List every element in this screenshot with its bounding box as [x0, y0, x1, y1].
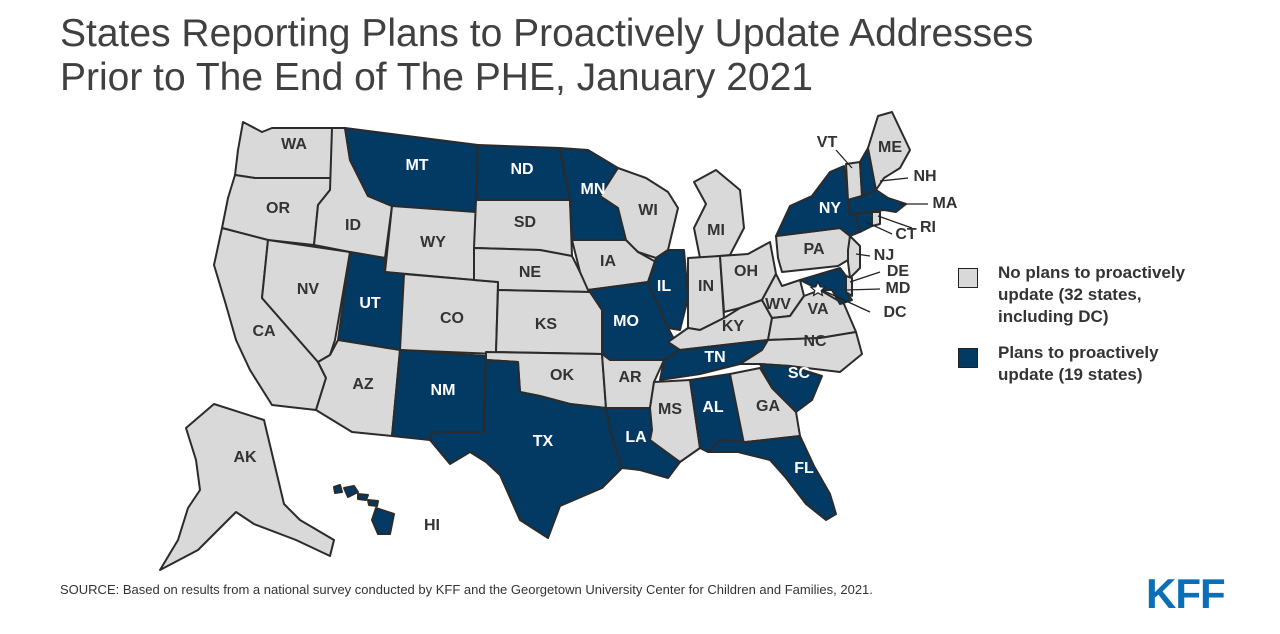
legend-swatch-plans: [958, 348, 978, 368]
dc-star-marker: [809, 280, 827, 297]
label-la: LA: [625, 429, 647, 446]
label-tn: TN: [704, 349, 725, 366]
state-ri: [871, 211, 881, 227]
legend-label-no-plans: No plans to proactively update (32 state…: [998, 263, 1186, 326]
source-note: SOURCE: Based on results from a national…: [60, 582, 873, 597]
label-hi: HI: [424, 517, 440, 534]
label-ma: MA: [933, 195, 958, 212]
label-ct: CT: [895, 226, 917, 243]
label-dc: DC: [883, 304, 907, 321]
label-mo: MO: [613, 313, 639, 330]
label-il: IL: [657, 278, 671, 295]
state-il: [647, 249, 689, 331]
label-de: DE: [887, 263, 910, 280]
label-wv: WV: [765, 296, 791, 313]
state-md: [799, 267, 853, 305]
state-ak: [159, 403, 335, 571]
state-mi: [693, 169, 745, 259]
label-co: CO: [440, 310, 464, 327]
label-sd: SD: [514, 214, 536, 231]
label-mi: MI: [707, 222, 725, 239]
label-mn: MN: [581, 181, 606, 198]
label-mt: MT: [405, 157, 428, 174]
label-in: IN: [698, 278, 714, 295]
state-labels: WA OR CA ID NV MT WY UT CO AZ NM ND SD N…: [233, 134, 957, 534]
label-nm: NM: [431, 382, 456, 399]
label-ca: CA: [252, 323, 276, 340]
label-vt: VT: [817, 134, 838, 151]
label-ar: AR: [618, 369, 642, 386]
label-nc: NC: [803, 333, 827, 350]
state-hi: [333, 484, 395, 535]
label-pa: PA: [803, 241, 824, 258]
title-line-2: Prior to The End of The PHE, January 202…: [60, 56, 813, 99]
legend-item-plans: Plans to proactively update (19 states): [958, 342, 1258, 386]
state-nc: [739, 331, 863, 373]
label-wi: WI: [638, 202, 658, 219]
label-nh: NH: [913, 168, 936, 185]
label-ia: IA: [600, 253, 616, 270]
kff-logo: KFF: [1146, 570, 1226, 617]
label-va: VA: [807, 301, 828, 318]
label-ky: KY: [722, 318, 745, 335]
legend-label-plans: Plans to proactively update (19 states): [998, 343, 1159, 384]
label-ok: OK: [550, 367, 574, 384]
label-nj: NJ: [874, 247, 894, 264]
label-fl: FL: [794, 460, 814, 477]
state-tx: [429, 359, 623, 539]
leader-lines: [821, 149, 928, 313]
legend-item-no-plans: No plans to proactively update (32 state…: [958, 262, 1258, 328]
state-ct: [849, 211, 873, 233]
label-ga: GA: [756, 398, 780, 415]
label-or: OR: [266, 200, 290, 217]
map-legend: No plans to proactively update (32 state…: [958, 262, 1258, 400]
label-ks: KS: [535, 316, 558, 333]
title-line-1: States Reporting Plans to Proactively Up…: [60, 12, 1034, 55]
label-ut: UT: [359, 295, 381, 312]
label-me: ME: [878, 139, 902, 156]
label-ak: AK: [233, 449, 257, 466]
label-ms: MS: [658, 401, 682, 418]
label-al: AL: [702, 399, 724, 416]
label-wy: WY: [420, 234, 446, 251]
state-fl: [707, 435, 837, 521]
label-ri: RI: [920, 219, 936, 236]
label-md: MD: [886, 280, 911, 297]
label-az: AZ: [352, 376, 374, 393]
label-tx: TX: [533, 433, 554, 450]
label-ny: NY: [819, 200, 842, 217]
state-me: [867, 111, 911, 191]
label-ne: NE: [519, 264, 542, 281]
label-nv: NV: [297, 281, 320, 298]
page-title: States Reporting Plans to Proactively Up…: [60, 12, 1180, 100]
label-nd: ND: [510, 161, 533, 178]
state-nj: [847, 235, 861, 279]
label-sc: SC: [788, 365, 811, 382]
state-shapes: [159, 111, 911, 571]
label-oh: OH: [734, 263, 758, 280]
label-id: ID: [345, 217, 361, 234]
legend-swatch-no-plans: [958, 268, 978, 288]
label-wa: WA: [281, 136, 307, 153]
